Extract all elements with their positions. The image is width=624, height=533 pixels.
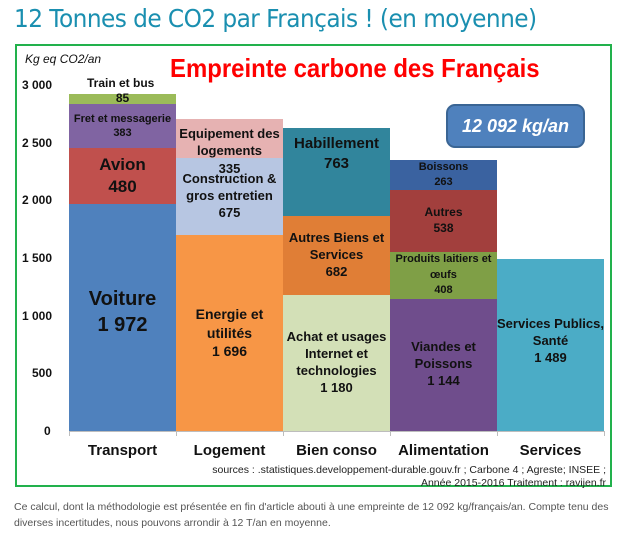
x-axis-tick (283, 431, 284, 436)
total-annotation: 12 092 kg/an (446, 104, 585, 148)
segment-value: 335 (218, 161, 241, 176)
segment-value: 1 180 (320, 379, 353, 395)
y-tick-label: 2 000 (22, 193, 53, 208)
segment-value: 1 972 (97, 313, 148, 336)
bar-segment: Achat et usages Internet et technologies… (283, 294, 390, 431)
bar-segment: Equipement des logements 335 (176, 118, 283, 176)
x-category-label: Transport (87, 442, 158, 459)
y-axis-label: Kg eq CO2/an (25, 52, 102, 66)
bar-segment: Energie et utilités 1 696 (176, 235, 283, 431)
x-category-label: Logement (193, 442, 266, 459)
segment-label: Boissons (418, 161, 469, 174)
x-category-label: Alimentation (398, 442, 489, 459)
segment-label: Construction & gros entretien (182, 171, 277, 203)
bar-segment: Voiture 1 972 (69, 203, 176, 431)
chart-title: Empreinte carbone des Français (170, 53, 540, 83)
segment-value: 85 (115, 91, 130, 106)
segment-label: Produits laitiers et œufs (395, 253, 492, 281)
segment-value: 538 (433, 220, 454, 235)
bar-segment: Produits laitiers et œufs 408 (390, 252, 497, 300)
x-axis-tick (176, 431, 177, 436)
bar-segment: 85 (69, 91, 176, 106)
bar-segment: Construction & gros entretien 675 (176, 157, 283, 236)
total-annotation-text: 12 092 kg/an (461, 115, 570, 136)
segment-label: Avion (99, 154, 146, 174)
segment-label: Achat et usages Internet et technologies (286, 328, 387, 378)
segment-label: Habillement (293, 135, 380, 153)
y-tick-label: 1 500 (22, 251, 53, 265)
caption-text: Ce calcul, dont la méthodologie est prés… (14, 501, 609, 529)
segment-label: Autres (424, 205, 463, 220)
x-axis-line (69, 431, 604, 432)
segment-value: 408 (434, 284, 453, 297)
x-category-label: Services (519, 442, 582, 459)
y-tick-label: 1 000 (22, 308, 53, 323)
segment-value: 480 (108, 176, 137, 196)
y-tick-label: 0 (44, 424, 51, 438)
segment-label: Energie et utilités (195, 306, 264, 341)
y-tick-label: 3 000 (22, 78, 53, 92)
x-category-label: Bien conso (296, 442, 377, 459)
segment-label: Autres Biens et Services (288, 230, 385, 263)
segment-label: Services Publics, Santé (497, 316, 604, 349)
bar-segment: Fret et messagerie 383 (69, 104, 176, 149)
page-title: 12 Tonnes de CO2 par Français ! (en moye… (14, 4, 537, 33)
bar-segment: Services Publics, Santé 1 489 (497, 259, 604, 431)
bar-segment: Boissons 263 (390, 159, 497, 190)
segment-value: 763 (323, 154, 350, 172)
segment-value: 263 (434, 175, 453, 188)
segment-value: 682 (325, 264, 348, 279)
segment-label: Equipement des logements (179, 125, 280, 159)
x-axis-tick (604, 431, 605, 436)
source-line-1: sources : .statistiques.developpement-du… (212, 464, 606, 476)
segment-value: 1 144 (427, 372, 460, 388)
y-tick-label: 500 (32, 366, 53, 381)
segment-value: 675 (218, 204, 241, 220)
bar-segment: Autres 538 (390, 189, 497, 252)
segment-label: Viandes et Poissons (411, 339, 476, 371)
bar-segment: Habillement 763 (283, 128, 390, 217)
bar-segment: Avion 480 (69, 148, 176, 204)
x-axis-tick (390, 431, 391, 436)
bar-segment: Autres Biens et Services 682 (283, 216, 390, 295)
source-line-2: Année 2015-2016 Traitement : ravijen.fr (420, 477, 606, 489)
y-tick-label: 2 500 (22, 135, 53, 150)
x-axis-tick (497, 431, 498, 436)
segment-outside-label: Train et bus (87, 76, 155, 91)
x-axis-tick (69, 431, 70, 436)
bar-segment: Viandes et Poissons 1 144 (390, 299, 497, 431)
segment-value: 383 (113, 127, 132, 140)
segment-label: Fret et messagerie (73, 112, 172, 125)
segment-value: 1 696 (211, 342, 248, 359)
segment-value: 1 489 (534, 350, 567, 366)
segment-label: Voiture (88, 287, 157, 310)
